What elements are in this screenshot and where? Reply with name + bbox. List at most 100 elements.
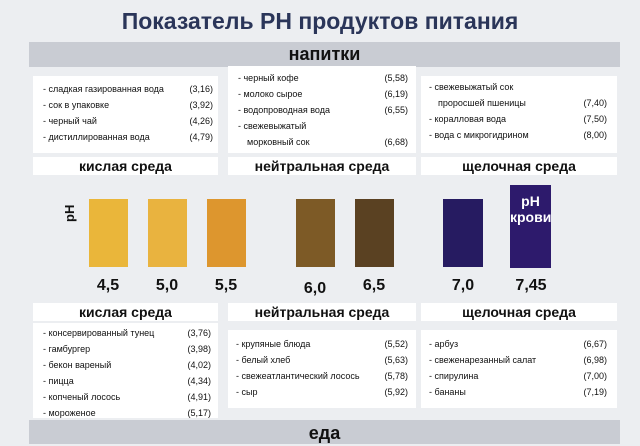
drinks-alkaline-list: - свежевыжатый сок проросшей пшеницы (7,40… bbox=[429, 79, 607, 143]
blood-ph-label: pH крови bbox=[510, 193, 551, 225]
item-ph-value: (5,17) bbox=[187, 408, 211, 418]
item-ph-value: (5,78) bbox=[384, 371, 408, 381]
list-item: - белый хлеб (5,63) bbox=[236, 352, 408, 368]
item-name: - сок в упаковке bbox=[43, 100, 110, 110]
item-ph-value: (7,19) bbox=[583, 387, 607, 397]
list-item: - спирулина (7,00) bbox=[429, 368, 607, 384]
list-item: - арбуз (6,67) bbox=[429, 336, 607, 352]
item-name: проросшей пшеницы bbox=[438, 98, 526, 108]
item-ph-value: (4,91) bbox=[187, 392, 211, 402]
food-band: еда bbox=[29, 420, 620, 444]
blood-ph-label-line1: pH bbox=[521, 193, 540, 209]
item-ph-value: (7,40) bbox=[583, 98, 607, 108]
item-name: - арбуз bbox=[429, 339, 459, 349]
zone-header-neutral-bottom: нейтральная среда bbox=[228, 303, 416, 321]
item-ph-value: (4,02) bbox=[187, 360, 211, 370]
item-name: - свежеатлантический лосось bbox=[236, 371, 360, 381]
item-ph-value: (3,76) bbox=[187, 328, 211, 338]
drinks-acid-box: - сладкая газированная вода (3,16) - сок в… bbox=[33, 76, 218, 153]
item-ph-value: (4,79) bbox=[189, 132, 213, 142]
list-item: - копченый лосось (4,91) bbox=[43, 389, 211, 405]
item-ph-value: (6,55) bbox=[384, 105, 408, 115]
ph-value-6-5: 6,5 bbox=[362, 277, 386, 294]
swatch-ph-7-0 bbox=[443, 199, 483, 267]
swatch-ph-7-45 bbox=[510, 185, 551, 268]
item-name: - вода с микрогидрином bbox=[429, 130, 529, 140]
item-name: - белый хлеб bbox=[236, 355, 291, 365]
food-alkaline-list: - арбуз (6,67) - свеженарезанный салат (6,9… bbox=[429, 336, 607, 400]
food-acid-list: - консервированный тунец (3,76) - гамбурге… bbox=[43, 325, 211, 421]
list-item: - коралловая вода (7,50) bbox=[429, 111, 607, 127]
zone-header-alkaline-top: щелочная среда bbox=[421, 157, 617, 175]
item-name: - бекон вареный bbox=[43, 360, 112, 370]
blood-ph-label-line2: крови bbox=[510, 209, 552, 225]
item-ph-value: (3,92) bbox=[189, 100, 213, 110]
food-alkaline-box: - арбуз (6,67) - свеженарезанный салат (6,9… bbox=[421, 330, 617, 408]
item-ph-value: (6,68) bbox=[384, 137, 408, 147]
zone-header-alkaline-bottom: щелочная среда bbox=[421, 303, 617, 321]
item-ph-value: (6,19) bbox=[384, 89, 408, 99]
food-acid-box: - консервированный тунец (3,76) - гамбурге… bbox=[33, 323, 218, 418]
food-neutral-list: - крупяные блюда (5,52) - белый хлеб (5,63)… bbox=[236, 336, 408, 400]
list-item: - мороженое (5,17) bbox=[43, 405, 211, 421]
ph-value-5-0: 5,0 bbox=[155, 277, 179, 294]
drinks-neutral-box: - черный кофе (5,58) - молоко сырое (6,19) -… bbox=[228, 66, 416, 153]
list-item: - сладкая газированная вода (3,16) bbox=[43, 81, 213, 97]
list-item: - гамбургер (3,98) bbox=[43, 341, 211, 357]
item-name: - свежевыжатый bbox=[238, 121, 307, 131]
page-title: Показатель РН продуктов питания bbox=[121, 8, 519, 34]
food-neutral-box: - крупяные блюда (5,52) - белый хлеб (5,63)… bbox=[228, 330, 416, 408]
drinks-acid-list: - сладкая газированная вода (3,16) - сок в… bbox=[43, 81, 213, 145]
item-name: - дистиллированная вода bbox=[43, 132, 150, 142]
item-name: - сыр bbox=[236, 387, 258, 397]
ph-value-7-45: 7,45 bbox=[515, 277, 547, 294]
item-name: - молоко сырое bbox=[238, 89, 303, 99]
zone-header-acid-bottom: кислая среда bbox=[33, 303, 218, 321]
item-name: - черный кофе bbox=[238, 73, 299, 83]
ph-axis-label: pH bbox=[62, 204, 77, 222]
item-ph-value: (7,50) bbox=[583, 114, 607, 124]
item-name: морковный сок bbox=[247, 137, 310, 147]
item-name: - спирулина bbox=[429, 371, 479, 381]
item-ph-value: (5,52) bbox=[384, 339, 408, 349]
item-name: - свеженарезанный салат bbox=[429, 355, 537, 365]
list-item: - дистиллированная вода (4,79) bbox=[43, 129, 213, 145]
drinks-band: напитки bbox=[29, 42, 620, 67]
list-item: проросшей пшеницы (7,40) bbox=[429, 95, 607, 111]
ph-value-5-5: 5,5 bbox=[214, 277, 238, 294]
item-ph-value: (5,63) bbox=[384, 355, 408, 365]
zone-header-acid-top: кислая среда bbox=[33, 157, 218, 175]
item-ph-value: (7,00) bbox=[583, 371, 607, 381]
list-item: - свеженарезанный салат (6,98) bbox=[429, 352, 607, 368]
swatch-ph-4-5 bbox=[89, 199, 128, 267]
item-name: - черный чай bbox=[43, 116, 97, 126]
zone-header-neutral-top: нейтральная среда bbox=[228, 157, 416, 175]
list-item: - крупяные блюда (5,52) bbox=[236, 336, 408, 352]
item-name: - пицца bbox=[43, 376, 74, 386]
list-item: морковный сок (6,68) bbox=[238, 134, 408, 150]
item-ph-value: (4,26) bbox=[189, 116, 213, 126]
ph-value-7-0: 7,0 bbox=[451, 277, 475, 294]
item-name: - свежевыжатый сок bbox=[429, 82, 514, 92]
item-ph-value: (3,16) bbox=[189, 84, 213, 94]
item-name: - водопроводная вода bbox=[238, 105, 330, 115]
list-item: - свежевыжатый сок bbox=[429, 79, 607, 95]
item-name: - сладкая газированная вода bbox=[43, 84, 164, 94]
item-name: - гамбургер bbox=[43, 344, 91, 354]
ph-value-4-5: 4,5 bbox=[96, 277, 120, 294]
list-item: - водопроводная вода (6,55) bbox=[238, 102, 408, 118]
item-name: - коралловая вода bbox=[429, 114, 506, 124]
list-item: - бекон вареный (4,02) bbox=[43, 357, 211, 373]
item-ph-value: (6,67) bbox=[583, 339, 607, 349]
drinks-alkaline-box: - свежевыжатый сок проросшей пшеницы (7,40… bbox=[421, 76, 617, 153]
list-item: - сок в упаковке (3,92) bbox=[43, 97, 213, 113]
swatch-ph-6-5 bbox=[355, 199, 394, 267]
item-name: - копченый лосось bbox=[43, 392, 121, 402]
item-ph-value: (5,92) bbox=[384, 387, 408, 397]
swatch-ph-6-0 bbox=[296, 199, 335, 267]
list-item: - бананы (7,19) bbox=[429, 384, 607, 400]
item-name: - бананы bbox=[429, 387, 466, 397]
item-name: - консервированный тунец bbox=[43, 328, 155, 338]
list-item: - консервированный тунец (3,76) bbox=[43, 325, 211, 341]
list-item: - молоко сырое (6,19) bbox=[238, 86, 408, 102]
